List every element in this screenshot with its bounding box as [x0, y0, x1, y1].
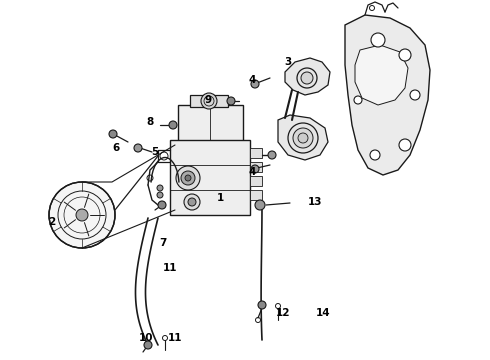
- Text: 7: 7: [159, 238, 167, 248]
- Circle shape: [184, 194, 200, 210]
- Text: 13: 13: [308, 197, 322, 207]
- Circle shape: [298, 133, 308, 143]
- Text: 10: 10: [139, 333, 153, 343]
- Circle shape: [354, 96, 362, 104]
- Circle shape: [370, 150, 380, 160]
- Text: 14: 14: [316, 308, 330, 318]
- Circle shape: [169, 121, 177, 129]
- Circle shape: [399, 139, 411, 151]
- Circle shape: [251, 80, 259, 88]
- Circle shape: [201, 93, 217, 109]
- Circle shape: [410, 90, 420, 100]
- Circle shape: [255, 200, 265, 210]
- Text: 4: 4: [248, 167, 256, 177]
- Text: 4: 4: [248, 75, 256, 85]
- Bar: [170, 140, 250, 215]
- Polygon shape: [355, 45, 408, 105]
- Circle shape: [251, 165, 259, 173]
- Circle shape: [185, 175, 191, 181]
- Bar: [178, 105, 243, 145]
- Text: 11: 11: [163, 263, 177, 273]
- Text: 2: 2: [49, 217, 56, 227]
- Bar: [250, 148, 262, 158]
- Bar: [190, 95, 228, 107]
- Circle shape: [157, 192, 163, 198]
- Circle shape: [297, 68, 317, 88]
- Circle shape: [176, 166, 200, 190]
- Text: 3: 3: [284, 57, 292, 67]
- Polygon shape: [345, 15, 430, 175]
- Text: 8: 8: [147, 117, 154, 127]
- Circle shape: [258, 301, 266, 309]
- Circle shape: [109, 130, 117, 138]
- Circle shape: [288, 123, 318, 153]
- Circle shape: [227, 97, 235, 105]
- Circle shape: [301, 72, 313, 84]
- Circle shape: [157, 185, 163, 191]
- Text: 6: 6: [112, 143, 120, 153]
- Bar: [250, 162, 262, 172]
- Circle shape: [371, 33, 385, 47]
- Circle shape: [49, 182, 115, 248]
- Circle shape: [134, 144, 142, 152]
- Circle shape: [188, 198, 196, 206]
- Bar: [250, 176, 262, 186]
- Circle shape: [181, 171, 195, 185]
- Bar: [250, 190, 262, 200]
- Polygon shape: [278, 115, 328, 160]
- Circle shape: [293, 128, 313, 148]
- Circle shape: [399, 49, 411, 61]
- Circle shape: [158, 201, 166, 209]
- Circle shape: [268, 151, 276, 159]
- Text: 9: 9: [204, 95, 212, 105]
- Polygon shape: [285, 58, 330, 95]
- Text: 12: 12: [276, 308, 290, 318]
- Text: 11: 11: [168, 333, 182, 343]
- Text: 1: 1: [217, 193, 223, 203]
- Text: 5: 5: [151, 147, 159, 157]
- Circle shape: [76, 209, 88, 221]
- Circle shape: [144, 341, 152, 349]
